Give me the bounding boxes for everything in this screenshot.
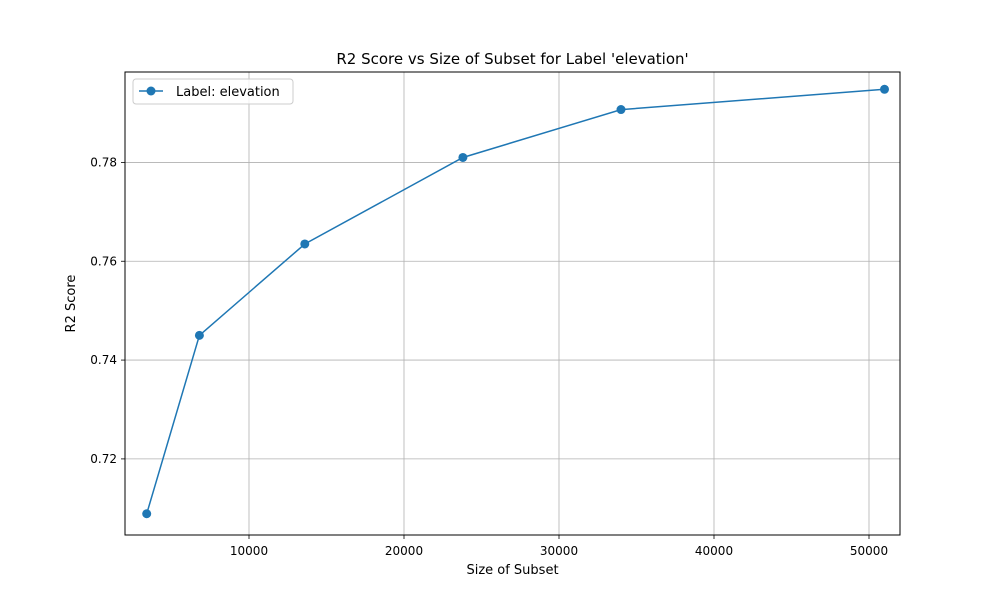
y-tick-label: 0.78 [90, 155, 117, 169]
x-tick-label: 20000 [385, 544, 423, 558]
data-point [300, 239, 310, 249]
data-point [142, 509, 152, 519]
data-point [880, 84, 889, 94]
data-point [194, 330, 204, 340]
y-tick-label: 0.76 [90, 254, 117, 268]
x-axis-label: Size of Subset [466, 563, 558, 578]
y-axis-label: R2 Score [64, 275, 79, 333]
data-point [616, 105, 626, 115]
y-tick-label: 0.74 [90, 353, 117, 367]
x-tick-label: 30000 [540, 544, 578, 558]
chart-title: R2 Score vs Size of Subset for Label 'el… [336, 50, 688, 68]
x-tick-label: 40000 [695, 544, 733, 558]
plot-frame [124, 71, 901, 536]
legend-label: Label: elevation [176, 85, 280, 100]
ticks: 10000 20000 30000 40000 50000 0.72 0.74 0.76 0.7… [90, 155, 888, 558]
x-tick-label: 50000 [850, 544, 888, 558]
legend: Label: elevation [132, 78, 294, 105]
series-layer [142, 84, 889, 519]
data-point [458, 152, 468, 162]
series-line [145, 88, 885, 515]
grid [125, 72, 900, 535]
x-tick-label: 10000 [230, 544, 268, 558]
legend-marker-swatch [146, 86, 156, 96]
legend-box [132, 78, 294, 105]
y-tick-label: 0.72 [90, 452, 117, 466]
